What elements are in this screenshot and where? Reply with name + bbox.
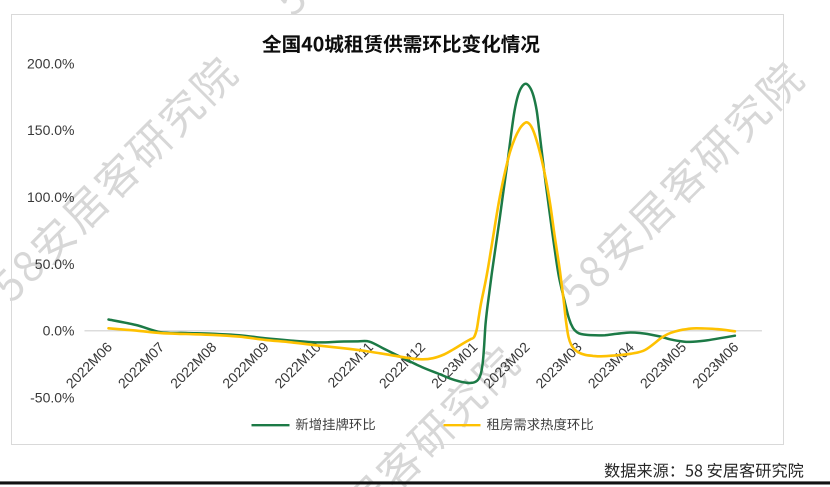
svg-text:0.0%: 0.0%	[43, 323, 75, 339]
svg-text:50.0%: 50.0%	[35, 256, 75, 272]
svg-text:200.0%: 200.0%	[27, 55, 74, 71]
svg-text:150.0%: 150.0%	[27, 122, 74, 138]
svg-text:100.0%: 100.0%	[27, 189, 74, 205]
svg-text:-50.0%: -50.0%	[30, 390, 74, 406]
